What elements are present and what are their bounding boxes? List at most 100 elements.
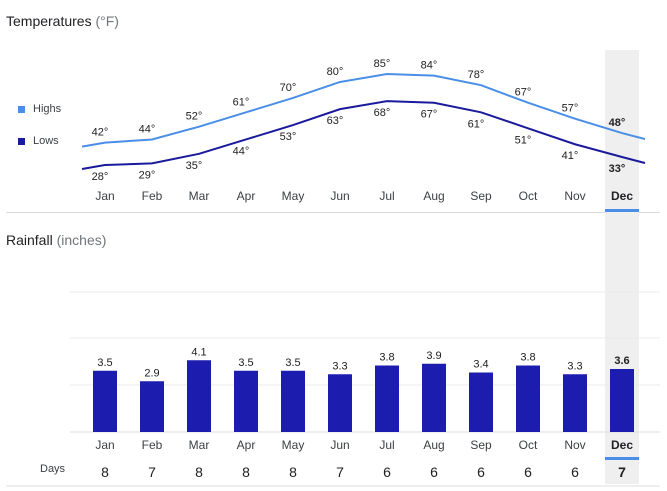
temperatures-title-text: Temperatures [6,13,92,29]
lows-label-may: 53° [280,131,297,143]
days-value-apr: 8 [242,464,250,480]
lows-label-oct: 51° [515,134,532,146]
highs-label-jul: 85° [374,58,391,70]
temp-month-jul: Jul [379,189,394,203]
days-value-jun: 7 [336,464,344,480]
highs-label-oct: 67° [515,87,532,99]
temp-month-feb: Feb [142,189,163,203]
rain-bar-apr [234,370,258,432]
legend-highs: Highs [18,103,61,115]
rain-month-oct: Oct [519,438,538,452]
highs-label-may: 70° [280,82,297,94]
lows-label-aug: 67° [421,109,438,121]
lows-label-dec: 33° [609,163,626,175]
highs-label-sep: 78° [468,69,485,81]
temp-month-jan: Jan [95,189,114,203]
legend-highs-swatch [18,105,25,113]
rain-label-oct: 3.8 [520,352,535,364]
highs-label-apr: 61° [233,96,250,108]
highs-label-dec: 48° [609,117,626,129]
days-value-jan: 8 [101,464,109,480]
lows-label-jan: 28° [92,171,109,183]
rain-month-jul: Jul [379,438,394,452]
days-value-aug: 6 [430,464,438,480]
lows-label-apr: 44° [233,145,250,157]
highs-line [81,72,646,148]
lows-label-mar: 35° [186,160,203,172]
rain-label-feb: 2.9 [144,367,159,379]
days-value-feb: 7 [148,464,156,480]
lows-line [81,100,646,170]
legend-lows: Lows [18,135,59,147]
temp-month-apr: Apr [237,189,256,203]
rain-bar-dec [610,369,634,432]
lows-label-jul: 68° [374,107,391,119]
days-value-oct: 6 [524,464,532,480]
rain-label-jul: 3.8 [379,352,394,364]
temperatures-unit: (°F) [95,13,119,29]
highs-label-aug: 84° [421,60,438,72]
rain-month-apr: Apr [237,438,256,452]
rain-label-jan: 3.5 [97,357,112,369]
rain-bar-aug [422,363,446,432]
days-value-jul: 6 [383,464,391,480]
legend-highs-label: Highs [33,103,62,115]
rain-bar-feb [140,381,164,432]
lows-label-nov: 41° [562,150,579,162]
rainfall-title: Rainfall (inches) [6,232,106,248]
rain-label-apr: 3.5 [238,357,253,369]
rain-label-jun: 3.3 [332,360,347,372]
rain-label-aug: 3.9 [426,350,441,362]
highs-label-nov: 57° [562,103,579,115]
highs-label-feb: 44° [139,123,156,135]
temp-month-mar: Mar [189,189,210,203]
rain-bar-jun [328,374,352,432]
legend-lows-swatch [18,137,25,145]
rain-month-nov: Nov [564,438,585,452]
days-value-may: 8 [289,464,297,480]
rain-label-dec: 3.6 [614,355,629,367]
rain-bar-nov [563,374,587,432]
days-value-dec: 7 [618,464,626,480]
rain-month-may: May [282,438,305,452]
highs-label-jun: 80° [327,66,344,78]
rain-month-feb: Feb [142,438,163,452]
rain-bar-may [281,370,305,432]
days-value-sep: 6 [477,464,485,480]
rainfall-title-text: Rainfall [6,232,53,248]
rain-month-sep: Sep [470,438,492,452]
rain-label-may: 3.5 [285,357,300,369]
lows-label-feb: 29° [139,169,156,181]
temp-month-sep: Sep [470,189,492,203]
days-value-mar: 8 [195,464,203,480]
temp-month-nov: Nov [564,189,585,203]
selected-month-indicator-temp [605,209,639,212]
days-label: Days [40,463,66,475]
rain-bar-jan [93,370,117,432]
rain-label-sep: 3.4 [473,359,488,371]
rainfall-unit: (inches) [56,232,107,248]
temperatures-title: Temperatures (°F) [6,13,119,29]
lows-label-jun: 63° [327,115,344,127]
selected-month-indicator-rain [605,457,639,460]
rain-label-nov: 3.3 [567,360,582,372]
rain-month-dec: Dec [611,438,633,452]
rain-month-aug: Aug [423,438,444,452]
days-value-nov: 6 [571,464,579,480]
legend-lows-label: Lows [33,135,59,147]
rain-label-mar: 4.1 [191,346,206,358]
highs-label-jan: 42° [92,127,109,139]
temp-month-dec: Dec [611,189,633,203]
temp-month-oct: Oct [519,189,538,203]
rain-month-jan: Jan [95,438,114,452]
rain-bar-jul [375,365,399,432]
rain-month-mar: Mar [189,438,210,452]
section-divider [6,212,660,213]
lows-label-sep: 61° [468,118,485,130]
rain-bar-sep [469,372,493,432]
rain-month-jun: Jun [330,438,349,452]
temp-month-jun: Jun [330,189,349,203]
temp-month-may: May [282,189,305,203]
rain-bar-oct [516,365,540,432]
